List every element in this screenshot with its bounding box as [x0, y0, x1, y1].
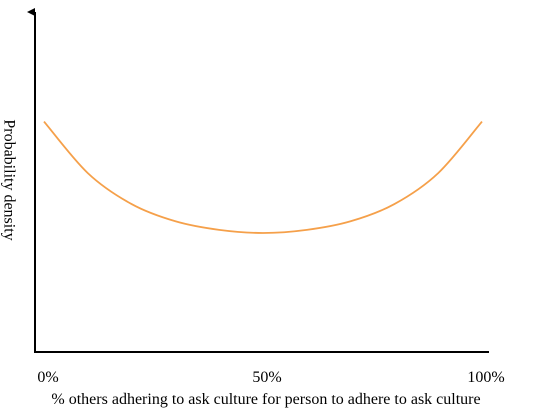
x-tick-label: 0%	[37, 369, 58, 386]
y-axis-label: Probability density	[0, 119, 17, 240]
x-tick-label: 50%	[252, 369, 281, 386]
data-line	[43, 120, 483, 234]
x-axis-label: % others adhering to ask culture for per…	[51, 391, 480, 408]
x-tick-label: 100%	[467, 369, 504, 386]
